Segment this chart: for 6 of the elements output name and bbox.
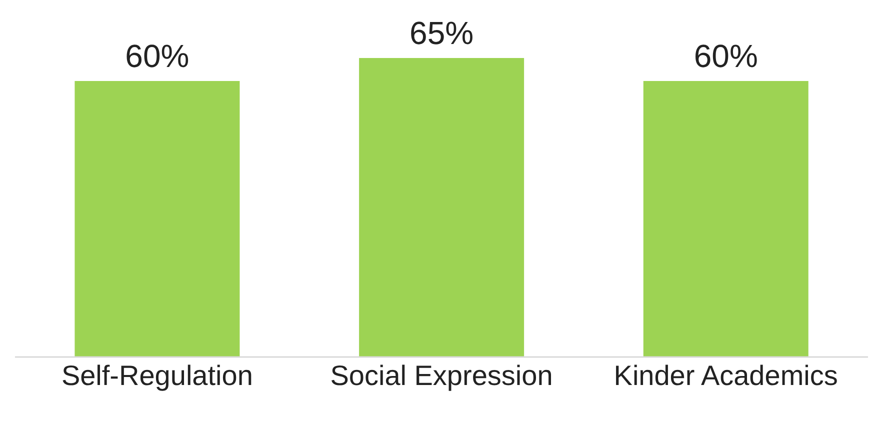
data-label: 60% bbox=[694, 38, 758, 74]
data-label: 60% bbox=[125, 38, 190, 74]
data-label: 65% bbox=[410, 15, 474, 51]
x-tick-label: Self-Regulation bbox=[61, 360, 253, 391]
x-tick-label: Social Expression bbox=[330, 360, 553, 391]
x-tick-label: Kinder Academics bbox=[614, 360, 838, 391]
